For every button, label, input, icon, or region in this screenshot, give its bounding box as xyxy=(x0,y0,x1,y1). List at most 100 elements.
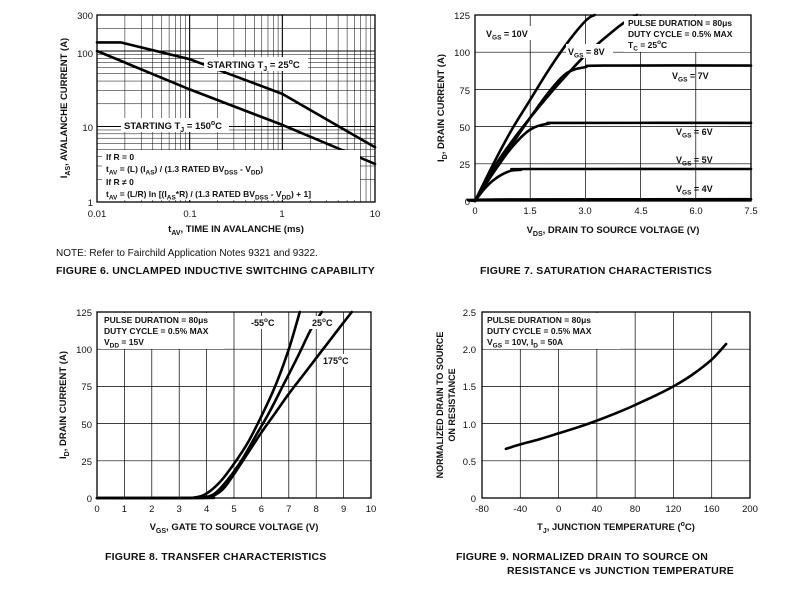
fig9-xtick: 160 xyxy=(704,504,720,515)
fig8-conditions-bg xyxy=(100,313,224,349)
fig7-label-bg xyxy=(483,26,535,40)
fig8-xlabel: VGS, GATE TO SOURCE VOLTAGE (V) xyxy=(150,522,319,535)
figure-9-curves xyxy=(504,342,728,451)
fig9-ytick: 0.5 xyxy=(463,457,476,468)
fig8-condition-duty: DUTY CYCLE = 0.5% MAX xyxy=(104,326,209,336)
fig7-label-vgs10: VGS = 10V xyxy=(486,29,528,42)
fig8-xtick: 4 xyxy=(204,504,209,515)
figure-8-curves xyxy=(95,310,354,500)
fig9-ytick: 1.5 xyxy=(463,382,476,393)
figure-9-rdson-chart: 0 0.5 1.0 1.5 2.0 2.5 -80 -40 0 40 80 12… xyxy=(435,308,758,535)
fig9-xtick: 80 xyxy=(630,504,641,515)
fig6-equation-box xyxy=(102,150,360,200)
fig8-series-175oc xyxy=(95,310,354,500)
figure-9-caption-line2: RESISTANCE vs JUNCTION TEMPERATURE xyxy=(507,565,734,577)
fig9-ytick: 2.5 xyxy=(463,308,476,319)
fig7-condition-temp: TC = 25oC xyxy=(628,39,667,53)
figure-7-saturation-chart: 0 25 50 75 100 125 0 1.5 3.0 4.5 6.0 7.5… xyxy=(436,11,758,238)
figure-7-caption: FIGURE 7. SATURATION CHARACTERISTICS xyxy=(480,265,712,277)
fig8-condition-vdd: VDD = 15V xyxy=(104,337,144,350)
fig8-ylabel: ID, DRAIN CURRENT (A) xyxy=(58,351,71,459)
fig6-rn-condition: If R ≠ 0 xyxy=(106,177,134,187)
fig7-label-vgs6: VGS = 6V xyxy=(676,127,713,140)
fig7-xtick: 7.5 xyxy=(744,206,757,217)
fig7-ylabel: ID, DRAIN CURRENT (A) xyxy=(436,54,449,162)
fig9-xtick: 200 xyxy=(742,504,758,515)
fig7-ytick: 0 xyxy=(465,197,470,208)
fig7-label-bg xyxy=(566,44,613,58)
fig7-series-vgs-5v xyxy=(473,167,753,203)
fig8-condition-pulse: PULSE DURATION = 80μs xyxy=(104,315,208,325)
fig6-rn-equation: tAV = (L/R) ln [(IAS*R) / (1.3 RATED BVD… xyxy=(106,189,311,202)
fig9-xtick: 40 xyxy=(592,504,603,515)
fig7-conditions-bg xyxy=(624,16,750,52)
fig6-xlabel: tAV, TIME IN AVALANCHE (ms) xyxy=(168,224,304,237)
fig8-label-175c: 175oC xyxy=(323,355,349,366)
fig8-xtick: 6 xyxy=(259,504,264,515)
fig6-ytick: 1 xyxy=(88,198,93,209)
figure-9-caption-line1: FIGURE 9. NORMALIZED DRAIN TO SOURCE ON xyxy=(456,551,709,563)
figure-7-curves xyxy=(466,13,753,203)
figure-8-caption: FIGURE 8. TRANSFER CHARACTERISTICS xyxy=(105,551,327,563)
fig8-label-bg xyxy=(321,354,355,367)
fig8-label-25c: 25oC xyxy=(312,317,333,328)
figure-8-frame xyxy=(96,311,372,499)
figure-6-frame xyxy=(96,14,376,203)
fig9-ytick: 1.0 xyxy=(463,420,476,431)
fig7-label-vgs8: VGS = 8V xyxy=(568,47,605,60)
fig6-series-starting-tj-150oc xyxy=(95,49,377,166)
fig7-label-vgs4: VGS = 4V xyxy=(676,184,713,197)
fig9-ylabel-line2: ON RESISTANCE xyxy=(447,368,457,441)
fig8-ytick: 50 xyxy=(81,420,92,431)
fig8-xtick: 1 xyxy=(122,504,127,515)
fig7-ytick: 100 xyxy=(454,48,470,59)
fig6-xtick: 0.01 xyxy=(88,209,107,220)
fig8-label-bg xyxy=(310,316,336,329)
fig9-condition-duty: DUTY CYCLE = 0.5% MAX xyxy=(487,326,592,336)
fig6-ytick: 100 xyxy=(77,49,93,60)
fig7-label-vgs7: VGS = 7V xyxy=(672,71,709,84)
fig7-ytick: 125 xyxy=(454,11,470,22)
fig6-ylabel: IAS, AVALANCHE CURRENT (A) xyxy=(59,38,72,178)
fig9-xtick: 0 xyxy=(556,504,561,515)
fig6-series-label-150c: STARTING TJ = 150oC xyxy=(124,120,222,134)
fig6-label-bg xyxy=(121,118,229,132)
fig7-condition-duty: DUTY CYCLE = 0.5% MAX xyxy=(628,29,733,39)
fig8-xtick: 10 xyxy=(366,504,377,515)
figure-8-transfer-chart: 0 25 50 75 100 125 0 1 2 3 4 5 6 7 8 9 1… xyxy=(58,308,376,535)
fig7-label-vgs5: VGS = 5V xyxy=(676,155,713,168)
fig7-series-vgs-10v xyxy=(473,13,596,203)
fig8-xtick: 0 xyxy=(94,504,99,515)
fig6-ytick: 10 xyxy=(82,123,93,134)
fig7-ytick: 25 xyxy=(459,160,470,171)
fig6-ytick: 300 xyxy=(77,11,93,22)
note-text: NOTE: Refer to Fairchild Application Not… xyxy=(56,248,318,259)
fig8-xtick: 2 xyxy=(149,504,154,515)
fig8-ytick: 125 xyxy=(76,308,92,319)
figure-9-frame xyxy=(481,311,751,499)
fig9-ylabel-line1: NORMALIZED DRAIN TO SOURCE xyxy=(435,332,445,479)
fig7-series-vgs-6v xyxy=(473,121,753,203)
fig8-xtick: 3 xyxy=(177,504,182,515)
fig7-xtick: 6.0 xyxy=(689,206,702,217)
fig6-xtick: 0.1 xyxy=(183,209,196,220)
fig7-xtick: 1.5 xyxy=(523,206,536,217)
figure-7-frame xyxy=(474,14,752,202)
figure-6-uis-chart: 1 10 100 300 0.01 0.1 1 10 tAV, TIME IN … xyxy=(59,11,380,237)
figure-6-caption: FIGURE 6. UNCLAMPED INDUCTIVE SWITCHING … xyxy=(56,265,375,277)
fig7-condition-pulse: PULSE DURATION = 80μs xyxy=(628,18,732,28)
fig6-series-label-25c: STARTING TJ = 25oC xyxy=(207,59,300,73)
figure-6-curves xyxy=(95,41,377,166)
fig9-xtick: 120 xyxy=(665,504,681,515)
fig6-label-bg xyxy=(204,57,308,71)
fig8-ytick: 25 xyxy=(81,457,92,468)
fig8-ytick: 0 xyxy=(87,494,92,505)
fig7-series-vgs-4v xyxy=(466,197,753,203)
fig8-xtick: 7 xyxy=(286,504,291,515)
fig8-ytick: 75 xyxy=(81,382,92,393)
fig9-conditions-bg xyxy=(484,313,620,349)
fig6-xtick: 1 xyxy=(279,209,284,220)
fig7-xtick: 4.5 xyxy=(634,206,647,217)
fig9-xlabel: TJ, JUNCTION TEMPERATURE (oC) xyxy=(537,521,695,535)
